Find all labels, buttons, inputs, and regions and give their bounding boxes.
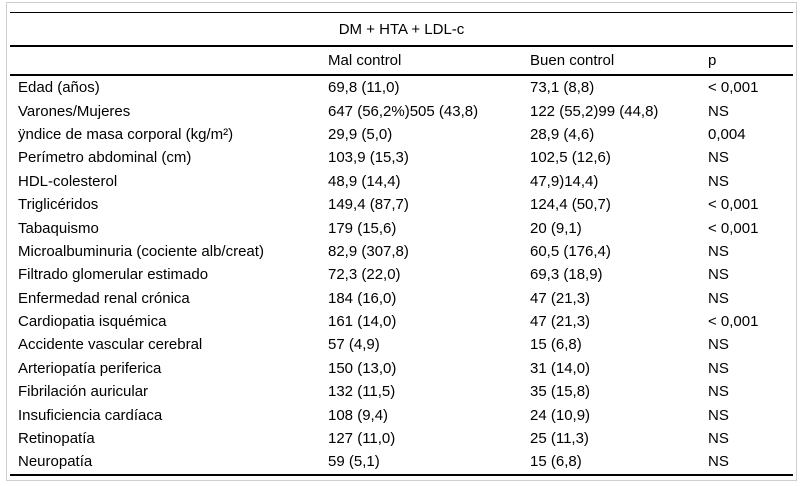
table-row: Varones/Mujeres 647 (56,2%)505 (43,8) 122 … (10, 99, 793, 122)
buen-control-value: 47 (21,3) (530, 289, 591, 307)
table-row: Retinopatía 127 (11,0) 25 (11,3) NS (10, 427, 793, 450)
mal-control-value: 127 (11,0) (328, 430, 396, 448)
row-label: Insuficiencia cardíaca (18, 406, 163, 424)
table-row: Edad (años) 69,8 (11,0) 73,1 (8,8) < 0,001 (10, 75, 793, 99)
mal-control-value: 108 (9,4) (328, 406, 389, 424)
buen-control-value: 20 (9,1) (530, 219, 582, 237)
buen-control-value: 69,3 (18,9) (530, 266, 603, 284)
buen-control-value: 47,9)14,4) (530, 172, 599, 190)
row-label: Arteriopatía periferica (18, 359, 162, 377)
p-value: < 0,001 (708, 219, 759, 237)
p-value: NS (708, 289, 729, 307)
buen-control-value: 60,5 (176,4) (530, 242, 611, 260)
buen-control-value: 15 (6,8) (530, 453, 582, 471)
row-label: Neuropatía (18, 453, 93, 471)
p-value: NS (708, 266, 729, 284)
table-row: Arteriopatía periferica 150 (13,0) 31 (14,… (10, 357, 793, 380)
table-row: Enfermedad renal crónica 184 (16,0) 47 (21… (10, 287, 793, 310)
mal-control-value: 69,8 (11,0) (328, 79, 400, 97)
mal-control-value: 72,3 (22,0) (328, 266, 401, 284)
mal-control-value: 29,9 (5,0) (328, 125, 393, 143)
buen-control-value: 73,1 (8,8) (530, 79, 595, 97)
row-label: Enfermedad renal crónica (18, 289, 190, 307)
p-value: < 0,001 (708, 313, 759, 331)
p-value: NS (708, 172, 729, 190)
buen-control-value: 35 (15,8) (530, 383, 591, 401)
mal-control-value: 57 (4,9) (328, 336, 380, 354)
row-label: ÿndice de masa corporal (kg/m²) (18, 125, 234, 143)
buen-control-value: 28,9 (4,6) (530, 125, 595, 143)
row-label: HDL-colesterol (18, 172, 118, 190)
p-value: NS (708, 430, 729, 448)
mal-control-value: 59 (5,1) (328, 453, 380, 471)
p-value: NS (708, 242, 729, 260)
table-title-row: DM + HTA + LDL-c (10, 12, 794, 47)
mal-control-value: 161 (14,0) (328, 313, 397, 331)
row-label: Varones/Mujeres (18, 102, 131, 120)
buen-control-value: 15 (6,8) (530, 336, 582, 354)
buen-control-value: 47 (21,3) (530, 313, 591, 331)
buen-control-value: 124,4 (50,7) (530, 196, 611, 214)
p-value: < 0,001 (708, 79, 759, 97)
mal-control-value: 184 (16,0) (328, 289, 397, 307)
p-value: NS (708, 359, 729, 377)
table-row: Neuropatía 59 (5,1) 15 (6,8) NS (10, 450, 793, 474)
row-label: Filtrado glomerular estimado (18, 266, 209, 284)
table-row: ÿndice de masa corporal (kg/m²) 29,9 (5,0… (10, 123, 793, 146)
table-row: Tabaquismo 179 (15,6) 20 (9,1) < 0,001 (10, 216, 793, 239)
column-header-buen-control: Buen control (530, 46, 708, 76)
table-row: HDL-colesterol 48,9 (14,4) 47,9)14,4) NS (10, 170, 793, 193)
row-label: Edad (años) (18, 79, 100, 97)
column-header-empty (10, 46, 328, 76)
row-label: Accidente vascular cerebral (18, 336, 203, 354)
row-label: Triglicéridos (18, 196, 99, 214)
dm-hta-ldl-comparison-table: DM + HTA + LDL-c Mal control Buen contro… (10, 12, 794, 476)
p-value: NS (708, 406, 729, 424)
buen-control-value: 25 (11,3) (530, 430, 589, 448)
table-title: DM + HTA + LDL-c (10, 12, 794, 47)
mal-control-value: 103,9 (15,3) (328, 149, 409, 167)
table-row: Triglicéridos 149,4 (87,7) 124,4 (50,7) < 0… (10, 193, 793, 216)
row-label: Fibrilación auricular (18, 383, 149, 401)
row-label: Retinopatía (18, 430, 95, 448)
mal-control-value: 149,4 (87,7) (328, 196, 409, 214)
mal-control-value: 647 (56,2%)505 (43,8) (328, 102, 479, 120)
p-value: 0,004 (708, 125, 746, 143)
column-header-p: p (708, 46, 794, 76)
table-header-row: Mal control Buen control p (10, 46, 794, 76)
table-row: Cardiopatia isquémica 161 (14,0) 47 (21,3)… (10, 310, 793, 333)
p-value: NS (708, 336, 729, 354)
mal-control-value: 132 (11,5) (328, 383, 396, 401)
table-row: Fibrilación auricular 132 (11,5) 35 (15,8)… (10, 380, 793, 403)
buen-control-value: 122 (55,2)99 (44,8) (530, 102, 659, 120)
row-label: Cardiopatia isquémica (18, 313, 167, 331)
buen-control-value: 24 (10,9) (530, 406, 591, 424)
buen-control-value: 31 (14,0) (530, 359, 591, 377)
row-label: Tabaquismo (18, 219, 99, 237)
p-value: NS (708, 383, 729, 401)
p-value: NS (708, 149, 729, 167)
table-row: Accidente vascular cerebral 57 (4,9) 15 (6… (10, 333, 793, 356)
mal-control-value: 48,9 (14,4) (328, 172, 401, 190)
mal-control-value: 150 (13,0) (328, 359, 397, 377)
table-row: Microalbuminuria (cociente alb/creat) 82,… (10, 240, 793, 263)
table-head: DM + HTA + LDL-c Mal control Buen contro… (10, 12, 794, 76)
row-label: Perímetro abdominal (cm) (18, 149, 192, 167)
column-header-mal-control: Mal control (328, 46, 530, 76)
row-label: Microalbuminuria (cociente alb/creat) (18, 242, 264, 260)
p-value: NS (708, 453, 729, 471)
table-row: Perímetro abdominal (cm) 103,9 (15,3) 102,… (10, 146, 793, 169)
mal-control-value: 179 (15,6) (328, 219, 397, 237)
p-value: NS (708, 102, 729, 120)
mal-control-value: 82,9 (307,8) (328, 242, 409, 260)
table-body: Edad (años) 69,8 (11,0) 73,1 (8,8) < 0,001 V… (10, 75, 793, 475)
buen-control-value: 102,5 (12,6) (530, 149, 611, 167)
table-row: Insuficiencia cardíaca 108 (9,4) 24 (10,9)… (10, 403, 793, 426)
table-row: Filtrado glomerular estimado 72,3 (22,0) 6… (10, 263, 793, 286)
p-value: < 0,001 (708, 196, 759, 214)
